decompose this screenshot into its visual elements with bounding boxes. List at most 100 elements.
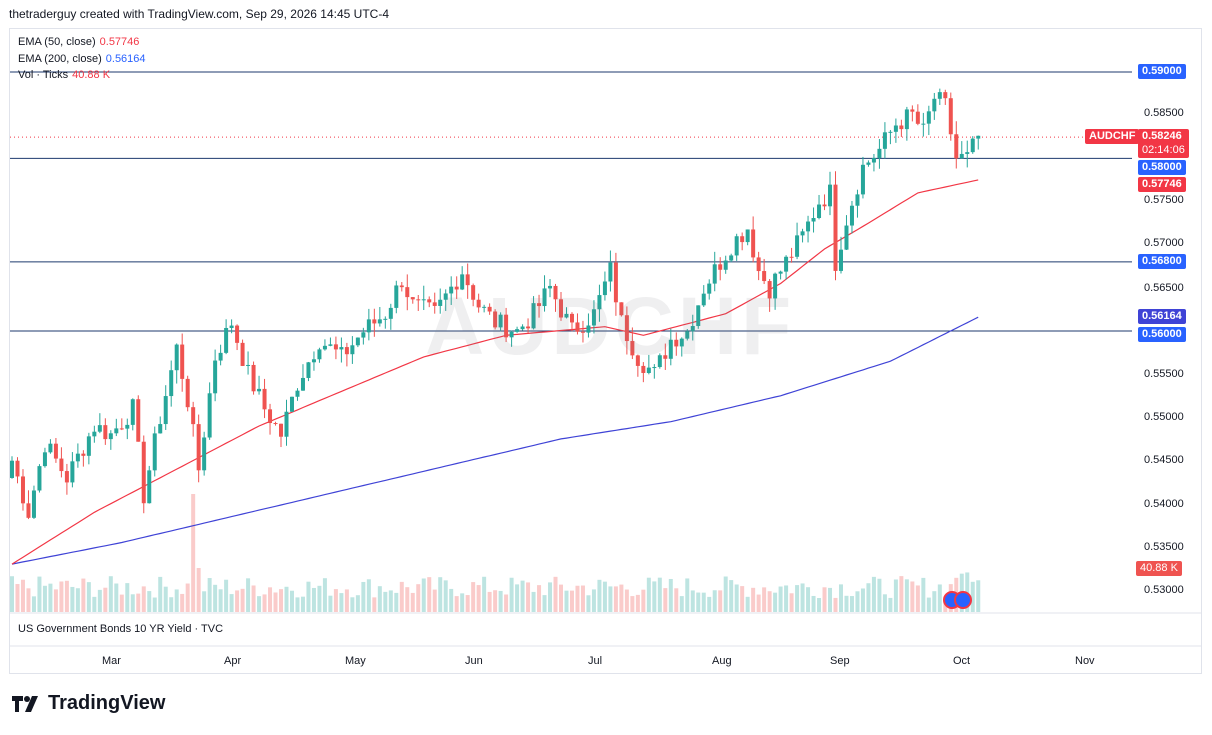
symbol-watermark: AUDCHF bbox=[425, 281, 796, 372]
candle-body bbox=[163, 396, 168, 425]
legend-ema50-value: 0.57746 bbox=[99, 36, 140, 48]
candle-body bbox=[152, 433, 157, 471]
volume-bar bbox=[591, 589, 596, 612]
candle-body bbox=[877, 148, 882, 159]
candle-body bbox=[586, 325, 591, 333]
candle-body bbox=[817, 204, 822, 219]
volume-bar bbox=[569, 590, 574, 612]
legend-volume[interactable]: Vol · Ticks 40.88 K bbox=[18, 69, 110, 81]
candle-body bbox=[635, 355, 640, 366]
volume-bar bbox=[926, 597, 931, 612]
volume-bar bbox=[383, 591, 388, 612]
volume-bar bbox=[482, 576, 487, 612]
candle-body bbox=[838, 249, 843, 271]
month-label: Mar bbox=[102, 655, 121, 667]
candle-body bbox=[767, 281, 772, 299]
candle-body bbox=[350, 345, 355, 355]
volume-bar bbox=[674, 588, 679, 612]
volume-bar bbox=[855, 591, 860, 612]
volume-bar bbox=[531, 591, 536, 612]
candle-body bbox=[509, 331, 514, 338]
volume-bar bbox=[849, 596, 854, 612]
candle-body bbox=[235, 325, 240, 343]
volume-bar bbox=[152, 597, 157, 612]
candle-body bbox=[729, 255, 734, 261]
candle-body bbox=[427, 299, 432, 303]
volume-bar bbox=[262, 594, 267, 612]
volume-bar bbox=[899, 576, 904, 612]
volume-bar bbox=[613, 586, 618, 612]
price-tick: 0.54000 bbox=[1144, 498, 1184, 510]
volume-bar bbox=[548, 582, 553, 612]
candle-body bbox=[103, 425, 108, 440]
candle-body bbox=[778, 271, 783, 274]
lower-pane-label[interactable]: US Government Bonds 10 YR Yield · TVC bbox=[18, 623, 224, 635]
legend-ema200[interactable]: EMA (200, close) 0.56164 bbox=[18, 53, 146, 65]
volume-bar bbox=[394, 592, 399, 612]
volume-bar bbox=[372, 597, 377, 612]
candle-body bbox=[630, 341, 635, 356]
ema200-line bbox=[11, 316, 979, 565]
volume-bar bbox=[932, 591, 937, 612]
candle-body bbox=[756, 257, 761, 272]
candle-body bbox=[888, 131, 893, 133]
volume-bar bbox=[504, 594, 509, 612]
volume-bar bbox=[31, 596, 36, 612]
volume-bar bbox=[465, 595, 470, 612]
candle-body bbox=[893, 125, 898, 132]
volume-bar bbox=[229, 594, 234, 612]
candle-body bbox=[114, 428, 119, 434]
candle-body bbox=[273, 423, 278, 425]
candle-body bbox=[657, 355, 662, 368]
candle-body bbox=[125, 424, 130, 429]
month-label: Oct bbox=[953, 655, 971, 667]
candle-body bbox=[26, 503, 31, 518]
tradingview-logo[interactable]: TradingView bbox=[12, 692, 165, 715]
volume-bar bbox=[251, 585, 256, 612]
volume-bar bbox=[169, 597, 174, 612]
candle-body bbox=[394, 285, 399, 308]
candle-body bbox=[229, 325, 234, 328]
volume-bar bbox=[838, 584, 843, 612]
candle-body bbox=[432, 302, 437, 306]
candle-body bbox=[48, 443, 53, 453]
legend-ema50[interactable]: EMA (50, close) 0.57746 bbox=[18, 36, 139, 48]
candle-body bbox=[685, 331, 690, 339]
volume-bar bbox=[174, 589, 179, 612]
legend-ema50-label: EMA (50, close) bbox=[18, 36, 96, 48]
candle-body bbox=[410, 297, 415, 300]
candle-body bbox=[460, 274, 465, 290]
candle-body bbox=[575, 322, 580, 332]
volume-bar bbox=[970, 581, 975, 612]
candle-body bbox=[37, 466, 42, 491]
candle-body bbox=[130, 399, 135, 425]
candle-body bbox=[526, 326, 531, 329]
candle-body bbox=[613, 262, 618, 303]
volume-bar bbox=[322, 578, 327, 612]
volume-bar bbox=[185, 583, 190, 612]
candle-body bbox=[328, 344, 333, 346]
candle-body bbox=[366, 319, 371, 333]
candle-body bbox=[454, 286, 459, 290]
candle-body bbox=[899, 125, 904, 130]
volume-bar bbox=[86, 582, 91, 612]
chart-frame[interactable] bbox=[9, 28, 1202, 674]
volume-bar bbox=[635, 594, 640, 612]
volume-bar bbox=[597, 579, 602, 612]
volume-bar bbox=[344, 589, 349, 612]
candle-body bbox=[822, 204, 827, 207]
candle-body bbox=[762, 271, 767, 282]
volume-bar bbox=[405, 587, 410, 612]
candle-body bbox=[871, 158, 876, 163]
candle-body bbox=[70, 461, 75, 483]
volume-bar bbox=[125, 583, 130, 612]
volume-bar bbox=[295, 597, 300, 612]
volume-bar bbox=[449, 588, 454, 612]
candle-body bbox=[965, 152, 970, 154]
volume-bar bbox=[657, 577, 662, 612]
candle-body bbox=[64, 471, 69, 483]
volume-bar bbox=[328, 595, 333, 612]
volume-bar bbox=[108, 576, 113, 612]
volume-bar bbox=[740, 586, 745, 612]
